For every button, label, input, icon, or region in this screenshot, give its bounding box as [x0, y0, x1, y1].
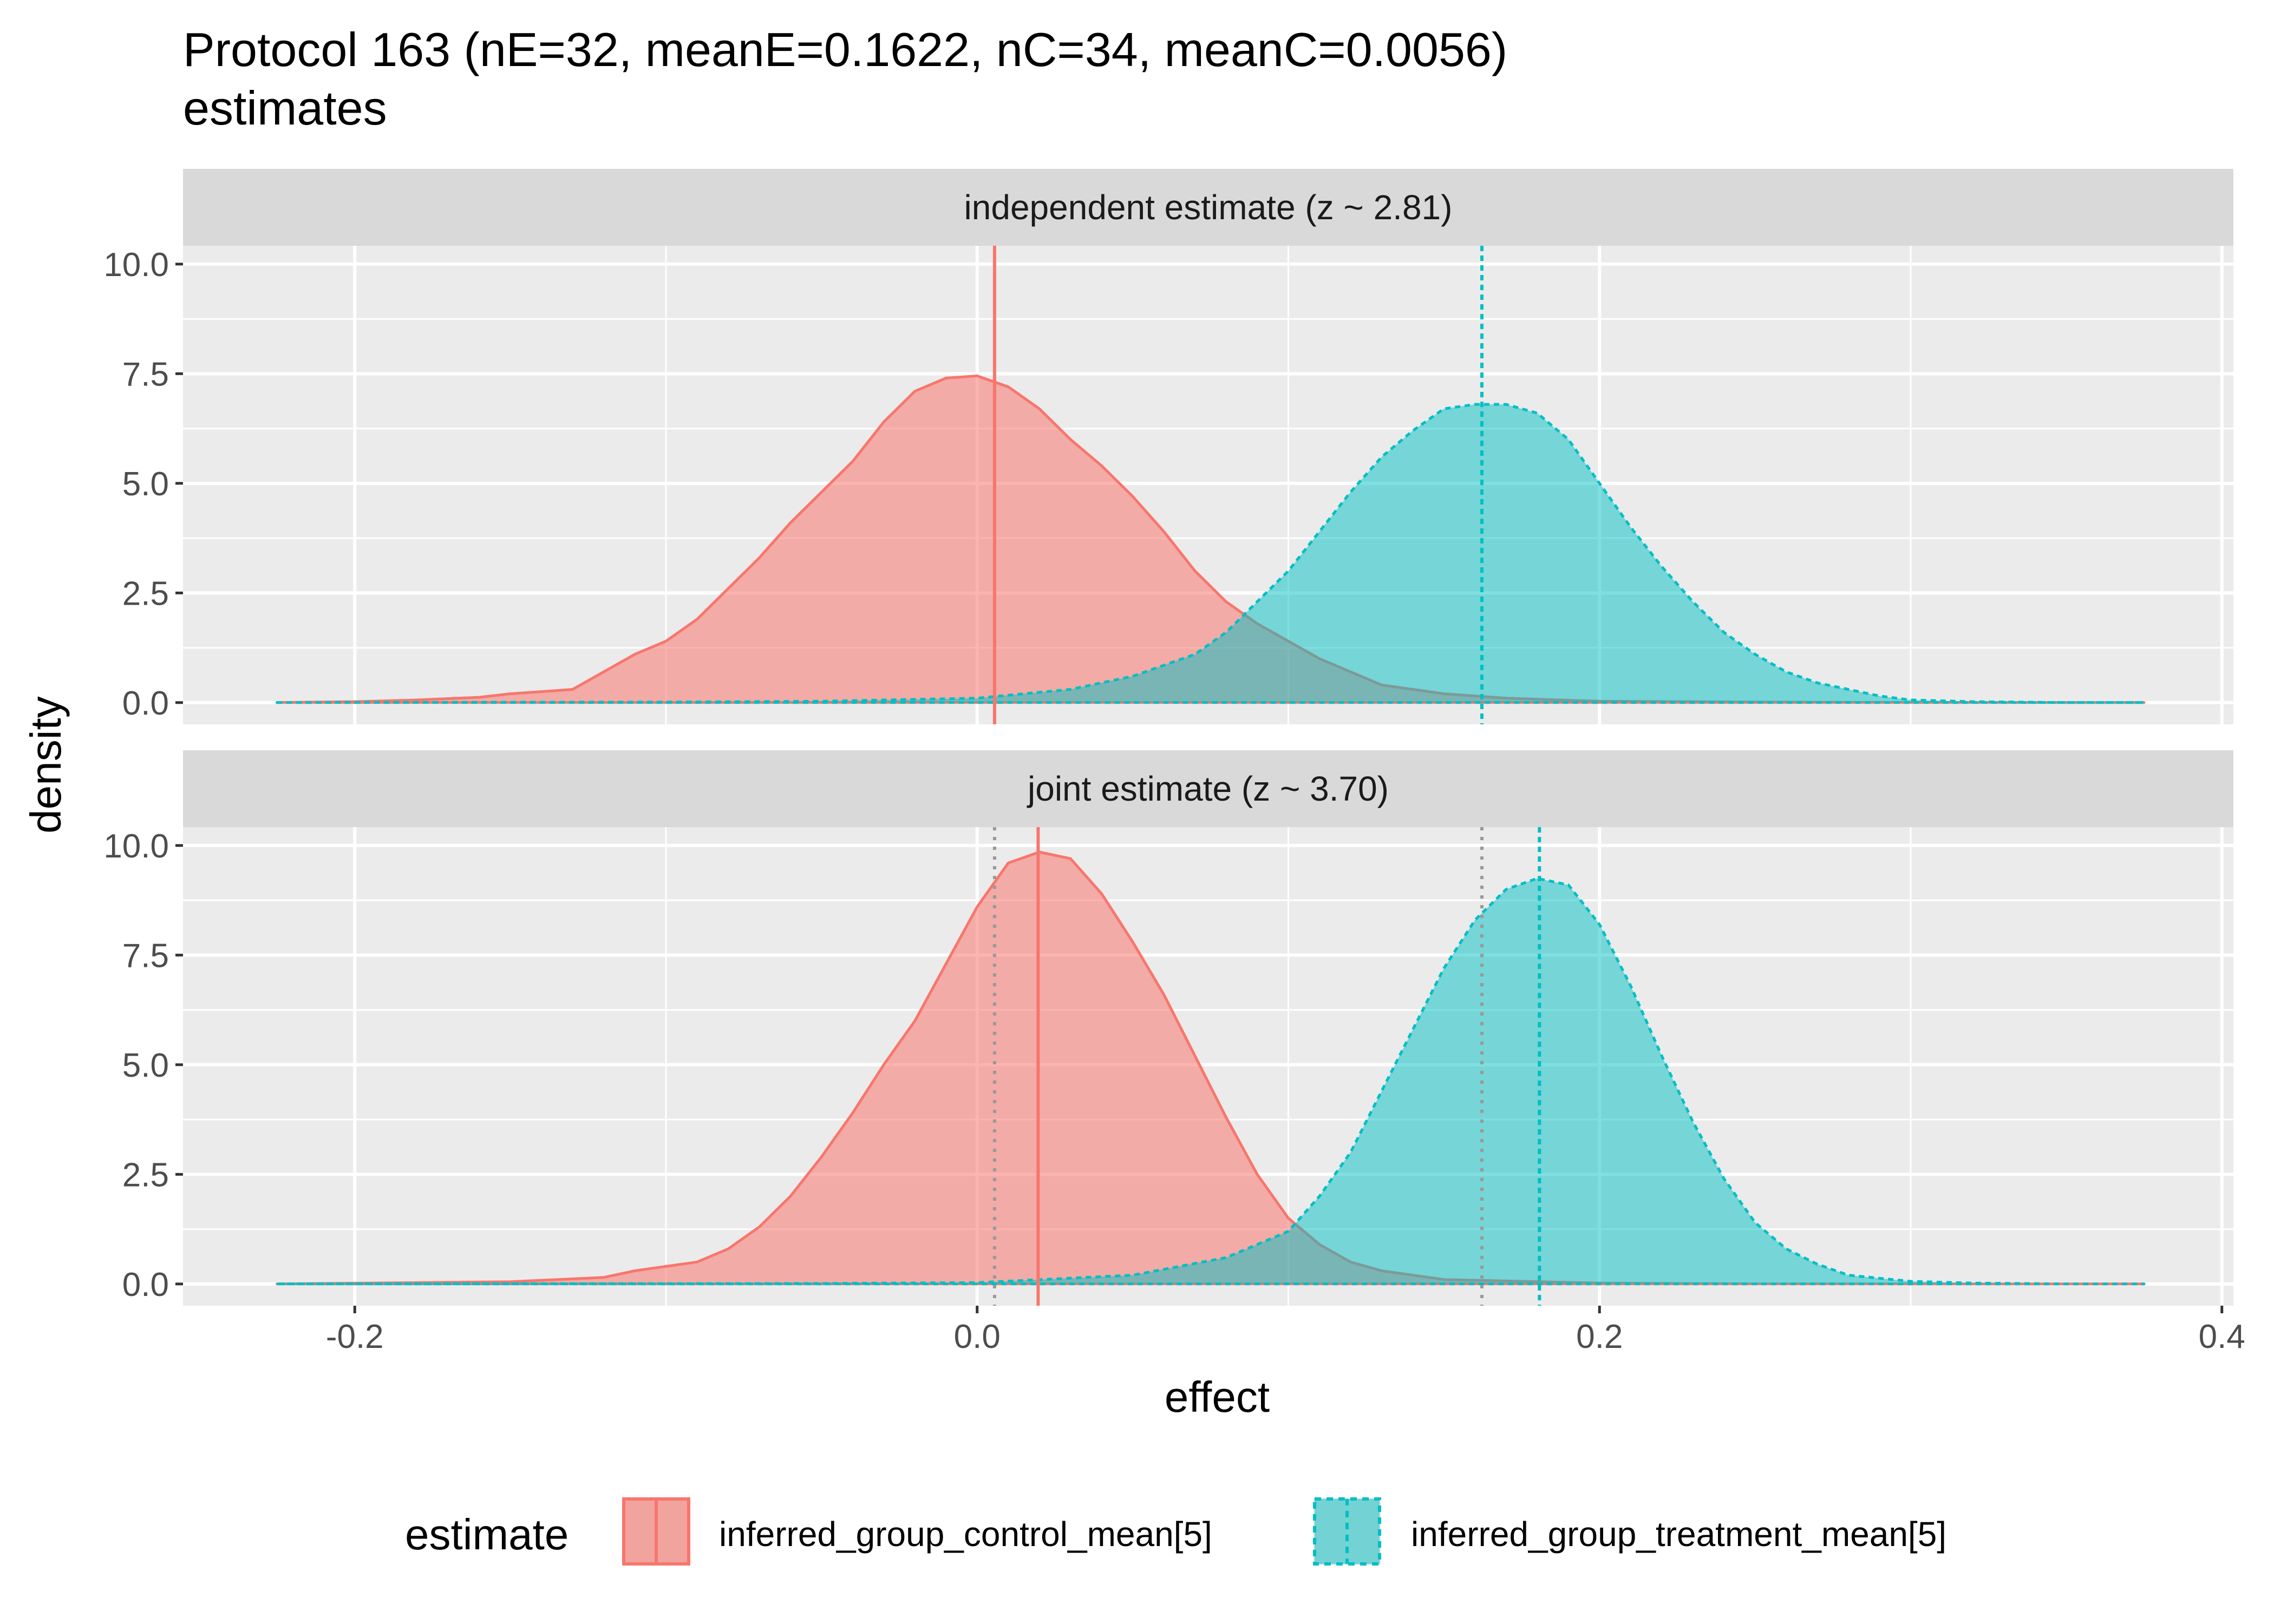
legend-fill-treatment [1313, 1497, 1381, 1566]
legend-label-treatment: inferred_group_treatment_mean[5] [1411, 1515, 1946, 1554]
panel-strip [183, 169, 2233, 246]
y-tick-label: 10.0 [103, 828, 169, 865]
legend: estimate inferred_group_control_mean[5] … [405, 1497, 1946, 1566]
x-tick-label: -0.2 [326, 1318, 384, 1355]
y-tick-label: 0.0 [122, 1266, 169, 1304]
x-axis: -0.2 0.0 0.2 0.4 [326, 1306, 2245, 1355]
panel-strip [183, 750, 2233, 827]
legend-key-control [622, 1497, 690, 1566]
legend-key-treatment [1313, 1497, 1381, 1566]
x-tick-label: 0.0 [954, 1318, 1001, 1355]
chart-title-line-2: estimates [183, 81, 387, 135]
y-tick-label: 7.5 [122, 937, 169, 974]
x-tick-label: 0.4 [2199, 1318, 2245, 1355]
x-tick-label: 0.2 [1576, 1318, 1623, 1355]
y-axis-title: density [22, 696, 70, 833]
treatment-density-area [276, 877, 2146, 1286]
y-tick-label: 0.0 [122, 685, 169, 722]
y-tick-label: 5.0 [122, 1047, 169, 1084]
panel-strip-label: independent estimate (z ~ 2.81) [964, 188, 1453, 227]
legend-title: estimate [405, 1510, 568, 1558]
panel-2: joint estimate (z ~ 3.70) 0.0 2.5 5.0 7.5 10.… [103, 750, 2233, 1306]
legend-label-control: inferred_group_control_mean[5] [719, 1515, 1212, 1554]
y-tick-label: 10.0 [103, 246, 169, 284]
panels: independent estimate (z ~ 2.81) 0.0 2.5 5.0… [103, 169, 2233, 1306]
panel-strip-label: joint estimate (z ~ 3.70) [1027, 769, 1389, 808]
y-tick-label: 5.0 [122, 466, 169, 503]
panel-1: independent estimate (z ~ 2.81) 0.0 2.5 5.0… [103, 169, 2233, 724]
y-tick-label: 7.5 [122, 356, 169, 393]
y-tick-label: 2.5 [122, 575, 169, 612]
chart-title: Protocol 163 (nE=32, meanE=0.1622, nC=34… [183, 23, 1507, 76]
y-tick-label: 2.5 [122, 1156, 169, 1194]
x-axis-title: effect [1165, 1373, 1270, 1421]
treatment-density-area [276, 403, 2146, 704]
